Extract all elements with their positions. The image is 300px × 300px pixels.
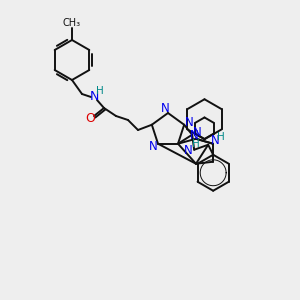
Text: N: N xyxy=(190,129,199,142)
Text: N: N xyxy=(148,140,158,153)
Text: N: N xyxy=(193,126,201,139)
Text: CH₃: CH₃ xyxy=(63,18,81,28)
Text: H: H xyxy=(217,132,225,142)
Text: N: N xyxy=(184,144,193,157)
Text: N: N xyxy=(89,89,99,103)
Text: H: H xyxy=(96,86,104,96)
Text: H: H xyxy=(192,139,200,149)
Text: N: N xyxy=(211,134,220,147)
Text: O: O xyxy=(85,112,95,125)
Text: N: N xyxy=(185,116,194,129)
Text: N: N xyxy=(160,101,169,115)
